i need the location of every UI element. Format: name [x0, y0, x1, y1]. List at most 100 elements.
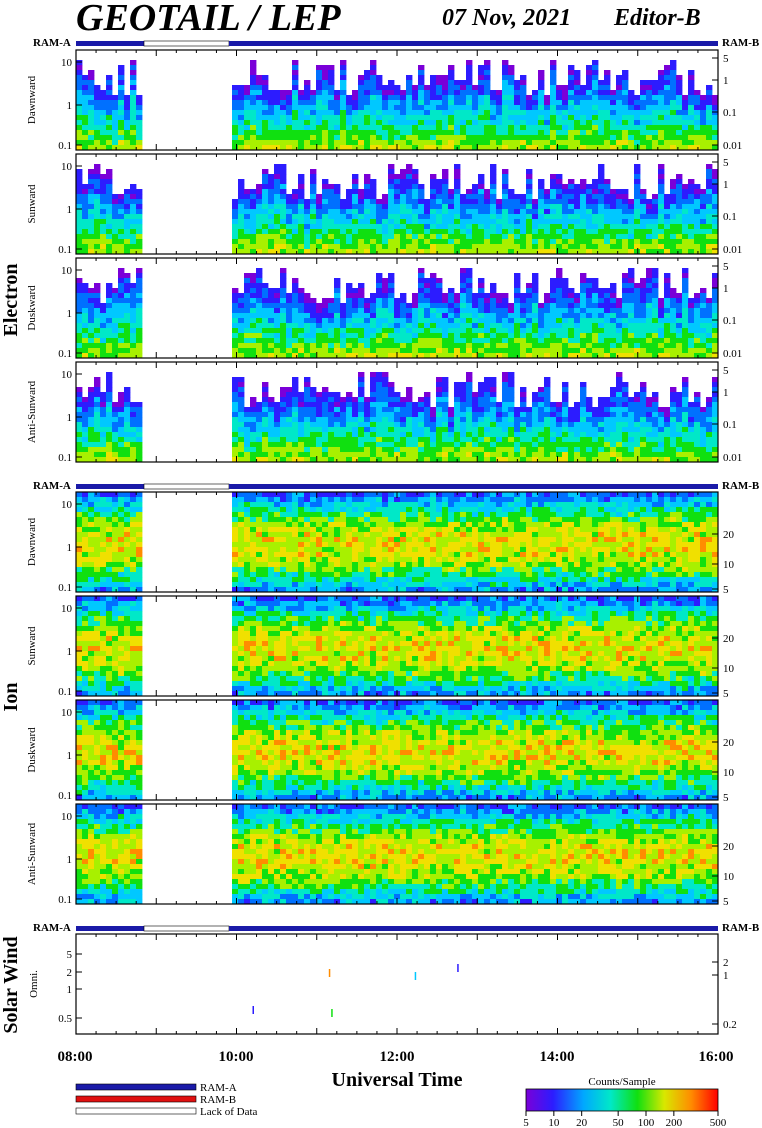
- spectrogram-cell: [352, 135, 359, 141]
- spectrogram-cell: [82, 442, 89, 448]
- spectrogram-cell: [658, 214, 665, 220]
- spectrogram-cell: [310, 214, 317, 220]
- spectrogram-cell: [280, 452, 287, 458]
- spectrogram-cell: [514, 130, 521, 136]
- spectrogram-cell: [388, 397, 395, 403]
- spectrogram-cell: [670, 333, 677, 339]
- spectrogram-cell: [124, 323, 131, 329]
- spectrogram-cell: [280, 288, 287, 294]
- spectrogram-cell: [334, 189, 341, 195]
- spectrogram-cell: [442, 214, 449, 220]
- spectrogram-cell: [640, 214, 647, 220]
- spectrogram-cell: [478, 249, 485, 255]
- spectrogram-cell: [700, 95, 707, 101]
- spectrogram-cell: [328, 303, 335, 309]
- spectrogram-cell: [592, 234, 599, 240]
- spectrogram-cell: [76, 120, 83, 126]
- spectrogram-cell: [430, 199, 437, 205]
- spectrogram-cell: [76, 239, 83, 245]
- spectrogram-cell: [346, 224, 353, 230]
- spectrogram-cell: [562, 338, 569, 344]
- spectrogram-cell: [286, 437, 293, 443]
- spectrogram-cell: [598, 145, 605, 151]
- spectrogram-cell: [622, 125, 629, 131]
- spectrogram-cell: [112, 105, 119, 111]
- spectrogram-cell: [418, 427, 425, 433]
- spectrogram-cell: [118, 268, 125, 274]
- spectrogram-cell: [316, 333, 323, 339]
- spectrogram-cell: [622, 219, 629, 225]
- spectrogram-cell: [268, 427, 275, 433]
- spectrogram-cell: [694, 308, 701, 314]
- spectrogram-cell: [556, 184, 563, 190]
- spectrogram-cell: [568, 303, 575, 309]
- spectrogram-cell: [484, 328, 491, 334]
- spectrogram-cell: [676, 135, 683, 141]
- spectrogram-cell: [544, 204, 551, 210]
- spectrogram-cell: [436, 179, 443, 185]
- spectrogram-cell: [76, 95, 83, 101]
- spectrogram-cell: [682, 278, 689, 284]
- spectrogram-cell: [310, 219, 317, 225]
- spectrogram-cell: [706, 120, 713, 126]
- spectrogram-cell: [460, 288, 467, 294]
- spectrogram-cell: [430, 229, 437, 235]
- ram-bar-solar-wind: RAM-A RAM-B: [33, 922, 760, 934]
- spectrogram-cell: [604, 229, 611, 235]
- spectrogram-cell: [652, 234, 659, 240]
- spectrogram-cell: [610, 308, 617, 314]
- spectrogram-cell: [664, 145, 671, 151]
- spectrogram-cell: [598, 80, 605, 86]
- spectrogram-cell: [328, 100, 335, 106]
- spectrogram-cell: [250, 219, 257, 225]
- spectrogram-cell: [490, 328, 497, 334]
- spectrogram-cell: [286, 293, 293, 299]
- spectrogram-cell: [526, 333, 533, 339]
- spectrogram-cell: [340, 249, 347, 255]
- spectrogram-cell: [346, 303, 353, 309]
- spectrogram-cell: [256, 278, 263, 284]
- spectrogram-cell: [298, 437, 305, 443]
- spectrogram-cell: [76, 343, 83, 349]
- spectrogram-cell: [664, 110, 671, 116]
- spectrogram-cell: [442, 407, 449, 413]
- spectrogram-cell: [652, 348, 659, 354]
- spectrogram-cell: [322, 437, 329, 443]
- spectrogram-cell: [394, 105, 401, 111]
- spectrogram-cell: [490, 100, 497, 106]
- spectrogram-cell: [322, 70, 329, 76]
- spectrogram-cell: [232, 417, 239, 423]
- spectrogram-cell: [568, 348, 575, 354]
- spectrogram-cell: [244, 100, 251, 106]
- spectrogram-cell: [100, 328, 107, 334]
- spectrogram-cell: [484, 343, 491, 349]
- spectrogram-cell: [244, 427, 251, 433]
- spectrogram-cell: [130, 135, 137, 141]
- spectrogram-cell: [550, 353, 557, 359]
- spectrogram-cell: [118, 328, 125, 334]
- spectrogram-cell: [76, 85, 83, 91]
- spectrogram-cell: [502, 75, 509, 81]
- spectrogram-cell: [598, 90, 605, 96]
- spectrogram-cell: [238, 145, 245, 151]
- spectrogram-cell: [508, 189, 515, 195]
- spectrogram-cell: [232, 318, 239, 324]
- spectrogram-cell: [706, 135, 713, 141]
- spectrogram-cell: [454, 308, 461, 314]
- spectrogram-cell: [664, 130, 671, 136]
- spectrogram-cell: [508, 100, 515, 106]
- spectrogram-cell: [322, 95, 329, 101]
- spectrogram-cell: [76, 189, 83, 195]
- spectrogram-cell: [352, 145, 359, 151]
- spectrogram-cell: [394, 115, 401, 121]
- spectrogram-cell: [76, 308, 83, 314]
- spectrogram-cell: [436, 184, 443, 190]
- spectrogram-cell: [88, 397, 95, 403]
- spectrogram-cell: [286, 422, 293, 428]
- spectrogram-cell: [244, 338, 251, 344]
- spectrogram-cell: [100, 239, 107, 245]
- spectrogram-cell: [106, 80, 113, 86]
- spectrogram-cell: [580, 90, 587, 96]
- spectrogram-cell: [118, 239, 125, 245]
- spectrogram-cell: [358, 80, 365, 86]
